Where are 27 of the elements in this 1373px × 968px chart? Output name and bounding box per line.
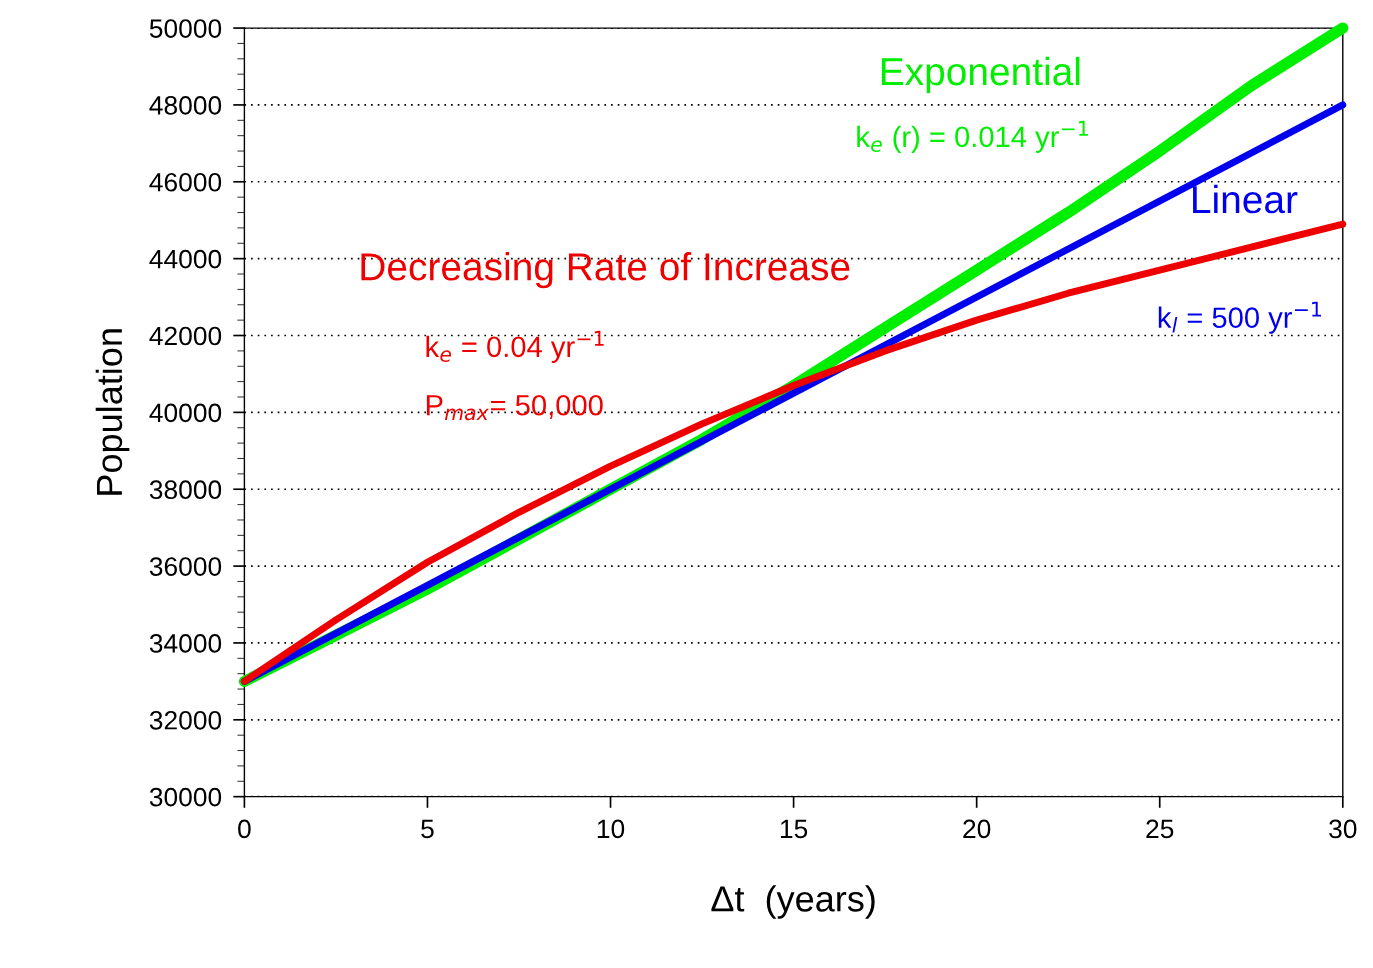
- y-tick-label: 48000: [149, 96, 222, 115]
- x-tick-label: 10: [597, 819, 625, 839]
- x-tick-label: 5: [421, 819, 434, 839]
- y-tick-label: 34000: [149, 634, 222, 653]
- x-tick-label: 15: [780, 819, 808, 839]
- x-tick-label: 20: [963, 819, 991, 839]
- y-tick-label: 30000: [149, 787, 222, 807]
- x-tick-label: 0: [238, 819, 251, 839]
- y-axis-title: Population: [95, 329, 130, 495]
- y-tick-label: 46000: [149, 172, 222, 192]
- annotation: k$_{e}$ = 0.04 yr$^{−1}$: [426, 330, 604, 363]
- y-tick-label: 32000: [149, 710, 222, 730]
- x-tick-label: 25: [1146, 819, 1174, 839]
- y-tick-label: 40000: [149, 403, 222, 423]
- y-tick-label: 44000: [149, 249, 222, 269]
- y-tick-label: 36000: [149, 557, 222, 576]
- annotation: k$_{e}$ (r) = 0.014 yr$^{−1}$: [857, 120, 1088, 153]
- y-tick-label: 50000: [149, 19, 222, 38]
- x-tick-label: 30: [1329, 819, 1357, 839]
- annotation: P$_{max}$= 50,000: [426, 394, 603, 421]
- y-tick-label: 38000: [149, 480, 222, 500]
- series-label: Linear: [1193, 184, 1298, 214]
- text: Exponential: [881, 56, 1080, 94]
- series-label: Decreasing Rate of Increase: [361, 252, 850, 289]
- y-tick-label: 42000: [149, 326, 222, 346]
- x-axis-title: Δt (years): [711, 885, 875, 919]
- annotation: k$_{l}$ = 500 yr$^{−1}$: [1158, 301, 1321, 334]
